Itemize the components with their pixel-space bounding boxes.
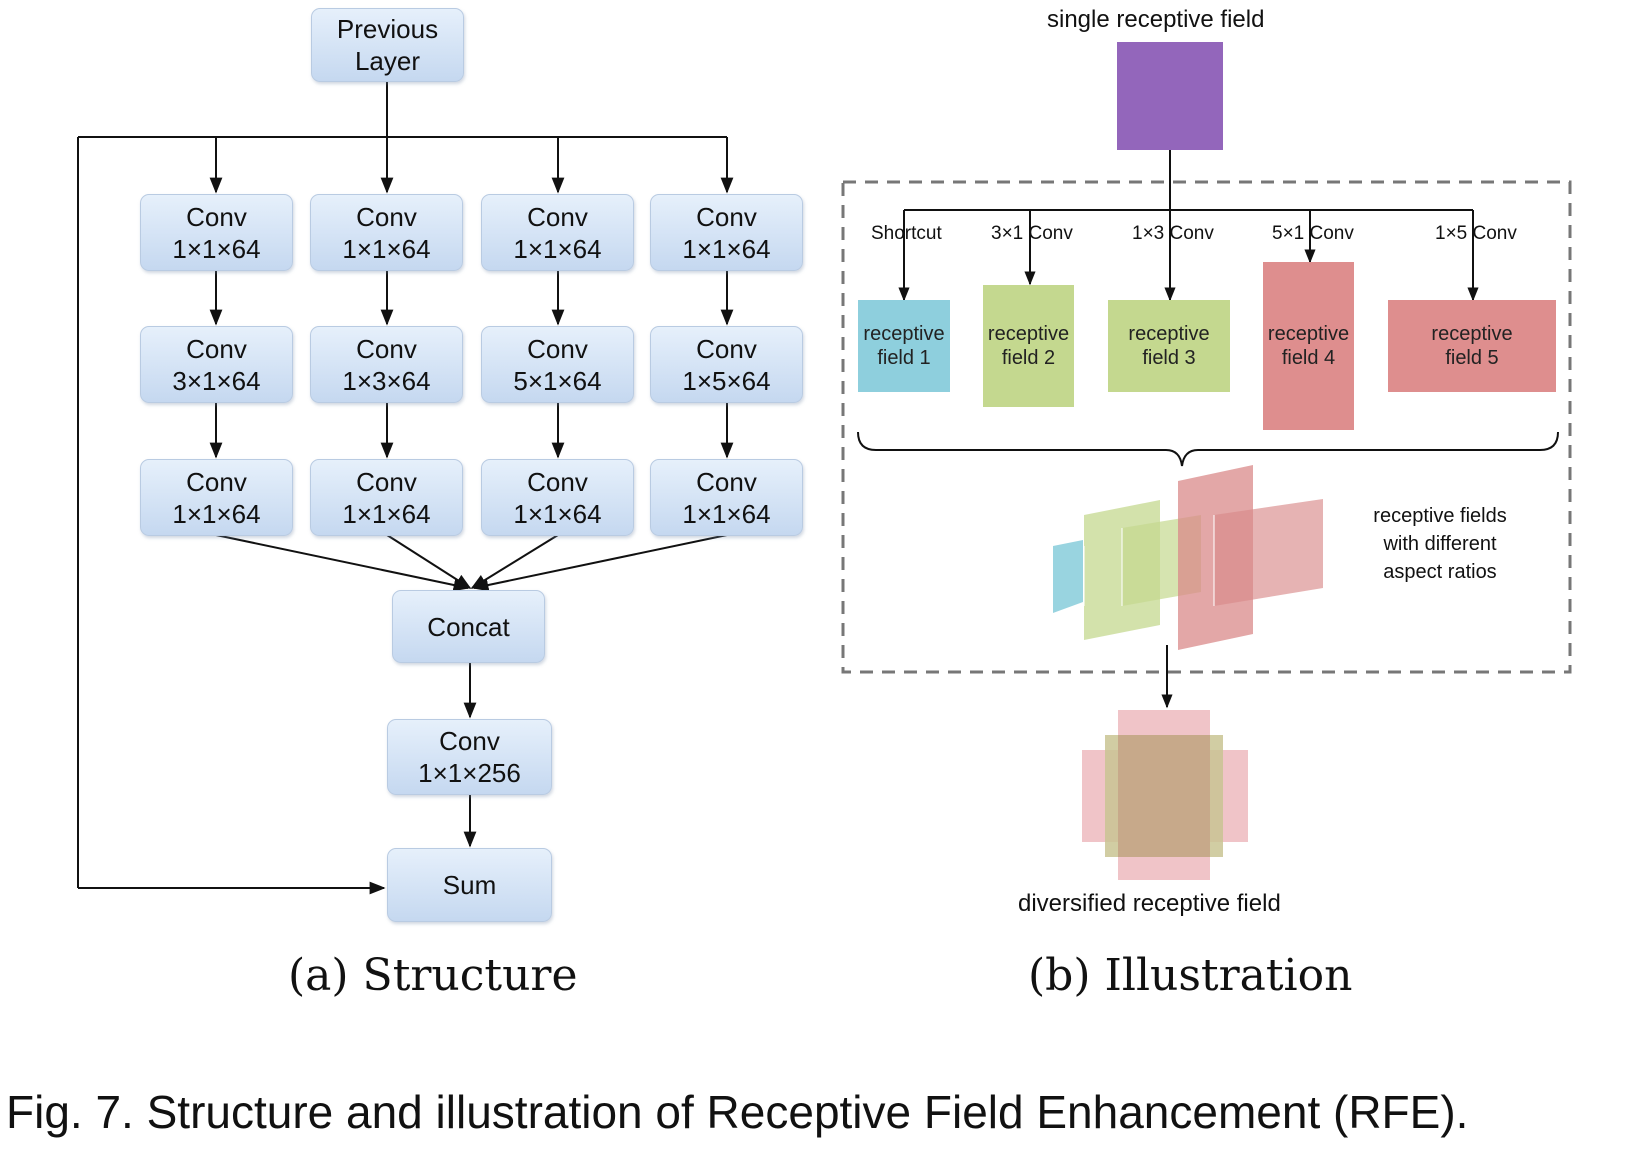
conv-box-line1: Conv bbox=[527, 201, 588, 232]
previous-layer-line1: Previous bbox=[336, 14, 439, 44]
conv-box-line2: 1×1×64 bbox=[513, 498, 602, 529]
illustration-caption: (b) Illustration bbox=[1028, 950, 1353, 1001]
final-conv-box: Conv 1×1×256 bbox=[387, 719, 552, 795]
field-2-rect bbox=[983, 285, 1074, 407]
brace bbox=[857, 431, 1559, 467]
field-3-rect bbox=[1108, 300, 1230, 392]
field-3-label: receptive field 3 bbox=[1108, 300, 1230, 392]
field-4-rect bbox=[1263, 262, 1354, 430]
conv-box-b2-r2: Conv 1×3×64 bbox=[310, 326, 463, 403]
field-1-label: receptive field 1 bbox=[858, 300, 950, 392]
conv-box-b2-r1: Conv 1×1×64 bbox=[310, 194, 463, 271]
conv-box-b3-r1: Conv 1×1×64 bbox=[481, 194, 634, 271]
field-3-line2: field 3 bbox=[1142, 347, 1196, 369]
branch-label-1x5: 1×5 Conv bbox=[1435, 223, 1517, 244]
conv-box-line1: Conv bbox=[527, 466, 588, 497]
conv-box-line2: 1×1×64 bbox=[342, 233, 431, 264]
final-conv-line1: Conv bbox=[439, 726, 500, 756]
branch-label-shortcut: Shortcut bbox=[871, 223, 942, 244]
concat-box: Concat bbox=[392, 590, 545, 663]
conv-box-b4-r3: Conv 1×1×64 bbox=[650, 459, 803, 536]
conv-box-line1: Conv bbox=[696, 466, 757, 497]
field-1-line1: receptive bbox=[863, 323, 945, 345]
conv-box-line2: 5×1×64 bbox=[513, 365, 602, 396]
field-2-line2: field 2 bbox=[1001, 347, 1056, 369]
previous-layer-box: Previous Layer bbox=[311, 8, 464, 82]
branch-label-5x1: 5×1 Conv bbox=[1272, 223, 1354, 244]
conv-box-line2: 1×5×64 bbox=[682, 365, 771, 396]
conv-box-b1-r3: Conv 1×1×64 bbox=[140, 459, 293, 536]
conv-box-line2: 1×1×64 bbox=[682, 498, 771, 529]
plane-blue bbox=[1053, 540, 1083, 613]
sum-box: Sum bbox=[387, 848, 552, 922]
field-5-label: receptive field 5 bbox=[1388, 300, 1556, 392]
arrow-b4-concat bbox=[472, 534, 728, 592]
sum-label: Sum bbox=[442, 870, 497, 900]
conv-box-line1: Conv bbox=[696, 333, 757, 364]
conv-box-line1: Conv bbox=[356, 466, 417, 497]
conv-box-b3-r3: Conv 1×1×64 bbox=[481, 459, 634, 536]
dashed-region bbox=[841, 180, 1572, 674]
field-3-line1: receptive bbox=[1128, 323, 1210, 345]
conv-box-line2: 1×1×64 bbox=[342, 498, 431, 529]
field-4-line2: field 4 bbox=[1281, 347, 1336, 369]
field-5-line1: receptive bbox=[1431, 323, 1513, 345]
figure-caption: Fig. 7. Structure and illustration of Re… bbox=[6, 1086, 1469, 1138]
field-4-label: receptive field 4 bbox=[1263, 262, 1354, 430]
conv-box-line2: 1×1×64 bbox=[172, 233, 261, 264]
conv-box-line1: Conv bbox=[186, 466, 247, 497]
conv-box-b4-r2: Conv 1×5×64 bbox=[650, 326, 803, 403]
conv-box-line1: Conv bbox=[696, 201, 757, 232]
conv-box-b4-r1: Conv 1×1×64 bbox=[650, 194, 803, 271]
conv-box-b2-r3: Conv 1×1×64 bbox=[310, 459, 463, 536]
branch-label-1x3: 1×3 Conv bbox=[1132, 223, 1214, 244]
concat-label: Concat bbox=[427, 611, 510, 642]
diversified-label: diversified receptive field bbox=[1018, 890, 1281, 917]
conv-box-line1: Conv bbox=[356, 333, 417, 364]
aspect-note: receptive fields with different aspect r… bbox=[1360, 502, 1520, 586]
final-conv-line2: 1×1×256 bbox=[418, 758, 521, 788]
aspect-note-line3: aspect ratios bbox=[1383, 561, 1497, 583]
single-field-square bbox=[1117, 42, 1223, 150]
single-field-label: single receptive field bbox=[1047, 6, 1265, 33]
arrow-b2-concat bbox=[386, 534, 472, 589]
conv-box-line2: 1×1×64 bbox=[682, 233, 771, 264]
structure-caption: (a) Structure bbox=[288, 950, 578, 1001]
conv-box-b3-r2: Conv 5×1×64 bbox=[481, 326, 634, 403]
conv-box-line1: Conv bbox=[186, 333, 247, 364]
field-1-rect bbox=[858, 300, 950, 392]
conv-box-b1-r1: Conv 1×1×64 bbox=[140, 194, 293, 271]
conv-box-line2: 1×1×64 bbox=[172, 498, 261, 529]
field-2-label: receptive field 2 bbox=[983, 285, 1074, 407]
previous-layer-line2: Layer bbox=[354, 46, 421, 76]
branch-label-3x1: 3×1 Conv bbox=[991, 223, 1073, 244]
field-5-line2: field 5 bbox=[1445, 347, 1499, 369]
conv-box-line2: 3×1×64 bbox=[172, 365, 261, 396]
conv-box-line1: Conv bbox=[527, 333, 588, 364]
field-4-line1: receptive bbox=[1267, 323, 1350, 345]
conv-box-line2: 1×3×64 bbox=[342, 365, 431, 396]
arrow-b1-concat bbox=[215, 534, 470, 592]
conv-box-line2: 1×1×64 bbox=[513, 233, 602, 264]
conv-box-b1-r2: Conv 3×1×64 bbox=[140, 326, 293, 403]
field-1-line2: field 1 bbox=[877, 347, 931, 369]
diversified-center bbox=[1118, 735, 1210, 857]
aspect-note-line2: with different bbox=[1383, 533, 1497, 555]
conv-box-line1: Conv bbox=[356, 201, 417, 232]
field-5-rect bbox=[1388, 300, 1556, 392]
conv-box-line1: Conv bbox=[186, 201, 247, 232]
field-2-line1: receptive bbox=[987, 323, 1070, 345]
plane-red-wide bbox=[1214, 499, 1323, 606]
aspect-note-line1: receptive fields bbox=[1373, 505, 1507, 527]
